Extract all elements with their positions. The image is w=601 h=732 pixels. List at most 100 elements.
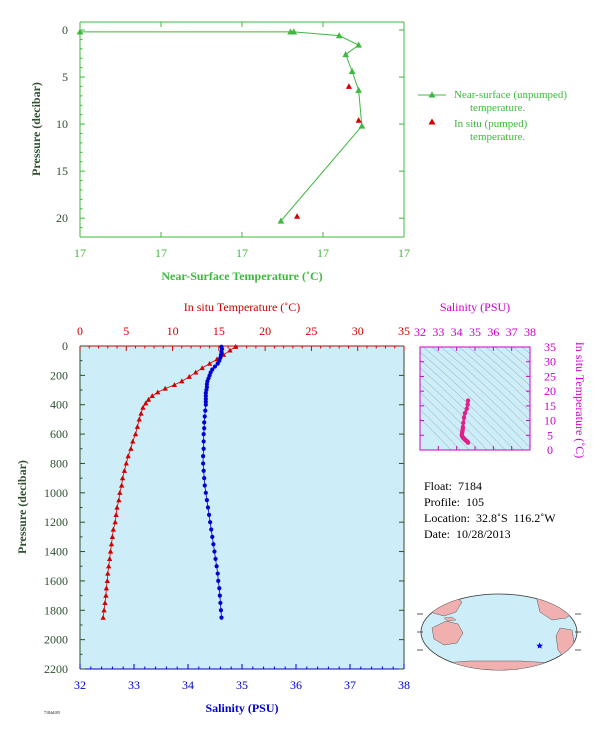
salinity-point	[203, 396, 208, 401]
salinity-point	[203, 408, 208, 413]
temperature-point	[171, 382, 178, 388]
ts-density-contour	[521, 347, 530, 355]
near-surface-x-tick-label: 17	[398, 246, 410, 260]
temperature-point	[134, 423, 141, 429]
temperature-point	[206, 360, 213, 366]
profile-top-tick-label: 10	[167, 324, 179, 338]
legend-label-pumped-line1: In situ (pumped)	[454, 118, 528, 130]
salinity-point	[202, 420, 207, 425]
map-land-indonesia	[443, 616, 457, 622]
salinity-point	[203, 402, 208, 407]
near-surface-x-tick-label: 17	[74, 246, 86, 260]
salinity-point	[201, 439, 206, 444]
temperature-point	[119, 475, 126, 481]
ts-density-contour	[525, 342, 601, 460]
ts-x-tick-label: 33	[432, 325, 444, 339]
temperature-point	[117, 490, 123, 495]
temperature-point	[145, 396, 152, 402]
profile-top-x-label: In situ Temperature (˚C)	[184, 300, 301, 314]
float-info: Float: 7184 Profile: 105 Location: 32.8˚…	[424, 478, 556, 542]
profile-y-tick-label: 800	[50, 456, 68, 470]
ts-y-tick-label: 5	[547, 428, 553, 442]
temperature-point	[199, 365, 205, 371]
salinity-point	[210, 534, 215, 539]
temperature-point	[101, 607, 107, 613]
salinity-point	[217, 593, 222, 598]
ts-density-contour	[420, 351, 524, 450]
temperature-point	[100, 614, 106, 620]
temperature-point	[140, 404, 146, 410]
profile-top-tick-label: 35	[398, 324, 410, 338]
profile-y-tick-label: 1800	[44, 603, 68, 617]
float-location: Location: 32.8˚S 116.2˚W	[424, 511, 556, 525]
temperature-point	[106, 563, 112, 569]
ts-y-tick-label: 25	[544, 369, 556, 383]
salinity-point	[203, 390, 208, 396]
profile-bottom-tick-label: 37	[344, 678, 356, 692]
salinity-point	[201, 454, 206, 459]
float-location-marker	[536, 642, 543, 649]
temperature-point	[149, 393, 155, 399]
location-map	[417, 593, 581, 671]
salinity-point	[213, 556, 218, 561]
salinity-point	[212, 364, 218, 369]
salinity-point	[201, 468, 206, 473]
near-surface-pumped-point	[355, 117, 362, 123]
ts-density-contour	[420, 418, 452, 450]
profile-y-label: Pressure (decibar)	[15, 460, 29, 554]
near-surface-x-tick-label: 17	[236, 246, 248, 260]
ts-density-contour	[494, 347, 530, 378]
salinity-point	[205, 505, 211, 510]
salinity-point	[219, 615, 224, 620]
ts-y-tick-label: 20	[544, 384, 556, 398]
float-number: Float: 7184	[424, 479, 483, 493]
salinity-point	[214, 564, 219, 569]
near-surface-x-tick-label: 17	[317, 246, 329, 260]
temperature-point	[125, 453, 131, 459]
profile-top-tick-label: 15	[213, 324, 225, 338]
ts-x-tick-label: 34	[451, 325, 463, 339]
near-surface-pumped-point	[294, 213, 301, 219]
ts-density-contour	[431, 347, 530, 439]
near-surface-y-label: Pressure (decibar)	[29, 82, 43, 176]
near-surface-y-tick-label: 20	[56, 211, 68, 225]
profile-bottom-tick-label: 36	[290, 678, 302, 692]
profile-y-tick-label: 1200	[44, 515, 68, 529]
temperature-point	[123, 460, 129, 466]
near-surface-unpumped-point	[290, 28, 298, 35]
ts-density-contour	[420, 375, 497, 450]
ts-point	[465, 440, 471, 445]
profile-top-tick-label: 30	[352, 324, 364, 338]
near-surface-x-tick-label: 17	[155, 246, 167, 260]
ts-point	[462, 411, 468, 416]
temperature-point	[143, 400, 149, 406]
profile-y-tick-label: 1400	[44, 545, 68, 559]
near-surface-unpumped-point	[358, 122, 366, 129]
profile-top-tick-label: 5	[123, 324, 129, 338]
salinity-point	[215, 361, 220, 366]
ts-density-contour	[420, 359, 515, 450]
ts-y-tick-label: 15	[544, 399, 556, 413]
temperature-point	[227, 347, 233, 353]
ts-point	[461, 420, 466, 426]
temperature-point	[232, 343, 239, 349]
ts-density-contour	[420, 409, 461, 450]
ts-x-label: Salinity (PSU)	[440, 300, 510, 314]
salinity-point	[215, 571, 220, 576]
temperature-point	[162, 385, 168, 391]
temperature-point	[113, 512, 119, 517]
profile-y-tick-label: 2200	[44, 662, 68, 676]
ts-point	[465, 398, 471, 403]
near-surface-unpumped-point	[335, 32, 343, 39]
profile-y-tick-label: 0	[62, 339, 68, 353]
ts-point	[464, 406, 469, 411]
temperature-point	[155, 389, 161, 395]
profile-y-tick-label: 1000	[44, 486, 68, 500]
temperature-point	[128, 445, 134, 451]
profile-axes: 0200400600800100012001400160018002000220…	[44, 324, 410, 692]
profile-y-tick-label: 600	[50, 427, 68, 441]
ts-x-tick-label: 37	[506, 325, 518, 339]
temperature-point	[103, 592, 109, 598]
